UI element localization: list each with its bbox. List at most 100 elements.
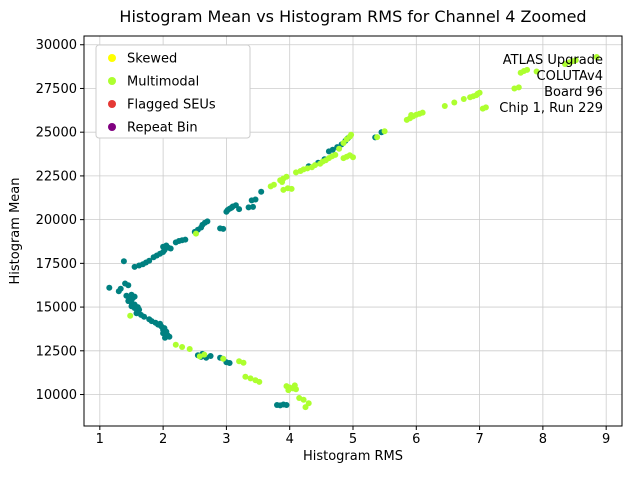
data-point <box>172 341 179 348</box>
data-point <box>125 282 132 289</box>
x-tick-label: 3 <box>222 432 230 447</box>
legend: Skewed Multimodal Flagged SEUs Repeat Bin <box>95 44 251 139</box>
data-point <box>300 396 307 403</box>
x-tick-label: 2 <box>159 432 167 447</box>
data-point <box>256 378 263 385</box>
y-tick-label: 12500 <box>36 344 77 359</box>
data-point <box>441 103 448 109</box>
data-point <box>283 402 290 408</box>
data-point <box>336 145 343 152</box>
legend-marker <box>108 77 116 85</box>
data-point <box>562 61 568 67</box>
data-point <box>157 320 163 327</box>
x-tick-label: 9 <box>602 432 610 447</box>
data-point <box>288 185 295 192</box>
data-point <box>252 196 259 203</box>
data-point <box>120 258 127 265</box>
data-point <box>291 382 298 389</box>
data-point <box>131 293 138 300</box>
y-tick-label: 17500 <box>36 257 77 272</box>
x-tick-label: 5 <box>349 432 357 447</box>
data-point <box>127 312 134 319</box>
data-point <box>593 54 600 60</box>
data-point <box>350 154 356 161</box>
data-point <box>161 325 168 332</box>
data-point <box>201 351 208 358</box>
annotation-line: Chip 1, Run 229 <box>499 101 603 116</box>
x-tick-label: 1 <box>96 432 104 447</box>
data-point <box>476 89 483 96</box>
legend-marker <box>108 123 116 131</box>
y-tick-label: 20000 <box>36 213 77 228</box>
data-point <box>279 179 286 185</box>
annotation-line: ATLAS Upgrade <box>503 53 603 68</box>
data-point <box>193 230 199 237</box>
legend-box <box>95 44 251 139</box>
data-point <box>141 313 148 320</box>
data-point <box>572 57 579 64</box>
annotation-line: Board 96 <box>544 85 603 100</box>
data-point <box>419 109 426 116</box>
data-point <box>250 203 256 210</box>
data-point <box>131 263 138 270</box>
annotation-line: COLUTAv4 <box>537 69 603 84</box>
data-point <box>408 112 415 118</box>
series-Multimodal <box>127 54 600 411</box>
data-point <box>533 68 540 75</box>
data-point <box>245 204 252 211</box>
legend-marker <box>108 54 116 62</box>
data-point <box>146 257 153 264</box>
data-point <box>247 375 254 382</box>
y-tick-label: 10000 <box>36 388 77 403</box>
y-tick-label: 15000 <box>36 301 77 316</box>
data-point <box>220 355 227 362</box>
data-point <box>374 134 381 141</box>
legend-marker <box>108 100 116 108</box>
data-point <box>236 206 243 213</box>
chart-title: Histogram Mean vs Histogram RMS for Chan… <box>119 7 586 26</box>
data-point <box>460 96 467 102</box>
series-default <box>106 129 385 409</box>
legend-label: Multimodal <box>127 75 199 90</box>
data-point <box>186 346 193 352</box>
data-point <box>293 169 299 176</box>
data-point <box>182 236 189 243</box>
data-point <box>312 162 318 169</box>
data-point <box>348 131 355 138</box>
data-point <box>242 373 249 380</box>
data-point <box>226 360 233 366</box>
legend-label: Skewed <box>127 52 177 67</box>
data-point <box>240 359 247 366</box>
x-axis: 1 2 3 4 5 6 7 8 9 <box>96 426 610 447</box>
y-axis-label: Histogram Mean <box>8 178 23 285</box>
data-point <box>196 353 203 360</box>
data-point <box>117 285 124 292</box>
legend-label: Repeat Bin <box>127 121 198 136</box>
legend-item-multimodal: Multimodal <box>108 75 199 90</box>
data-point <box>162 334 168 341</box>
x-tick-label: 7 <box>475 432 483 447</box>
data-point <box>133 310 140 317</box>
x-tick-label: 4 <box>286 432 294 447</box>
y-tick-label: 27500 <box>36 82 77 97</box>
data-point <box>270 181 277 188</box>
y-tick-label: 25000 <box>36 126 77 141</box>
legend-item-flagged-seus: Flagged SEUs <box>108 98 216 113</box>
data-point <box>305 400 312 407</box>
x-tick-label: 8 <box>539 432 547 447</box>
data-point <box>204 218 211 225</box>
data-point <box>329 146 336 153</box>
data-point <box>332 151 339 158</box>
data-point <box>106 284 113 291</box>
data-point <box>381 128 388 135</box>
data-point <box>258 188 265 195</box>
y-tick-label: 22500 <box>36 169 77 184</box>
data-point <box>515 84 522 91</box>
data-point <box>207 353 214 359</box>
data-point <box>179 344 186 350</box>
data-point <box>304 165 311 172</box>
legend-item-repeat-bin: Repeat Bin <box>108 121 198 136</box>
